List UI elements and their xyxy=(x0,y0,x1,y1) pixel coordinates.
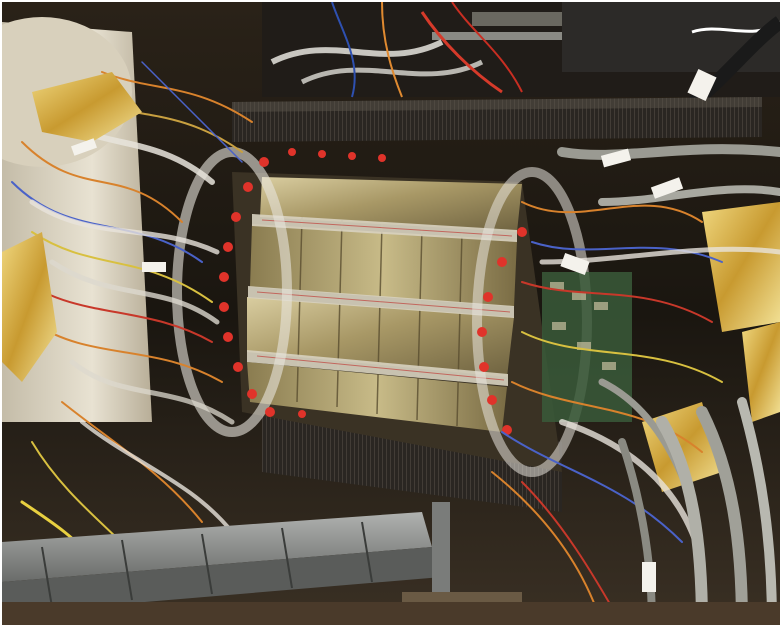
top-rack xyxy=(262,2,780,118)
right-cable-bundle xyxy=(491,144,780,625)
floor xyxy=(2,602,780,625)
cable-tags xyxy=(71,68,717,592)
right-electronics xyxy=(542,272,632,422)
